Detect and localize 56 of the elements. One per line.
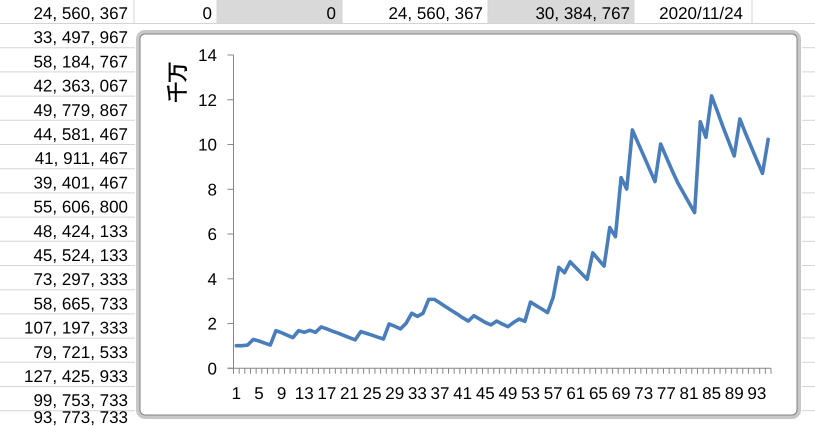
x-tick-label: 25 <box>362 384 382 403</box>
x-tick-label: 69 <box>612 384 631 403</box>
x-tick-label: 29 <box>385 384 404 403</box>
y-tick-label: 12 <box>198 90 217 110</box>
text: 2020/11/24 <box>659 4 743 23</box>
y-tick-label: 14 <box>198 46 217 65</box>
text: 24, 560, 367 <box>33 4 128 23</box>
text: 127, 425, 933 <box>24 367 128 386</box>
x-tick-label: 41 <box>453 384 472 403</box>
x-tick-label: 1 <box>232 384 242 403</box>
x-tick-label: 49 <box>498 384 518 403</box>
x-tick-label: 77 <box>656 384 676 403</box>
x-tick-label: 9 <box>276 384 286 403</box>
x-tick-label: 21 <box>340 384 359 403</box>
text: 48, 424, 133 <box>33 222 128 241</box>
x-tick-label: 37 <box>430 384 450 403</box>
text: 55, 606, 800 <box>33 198 128 217</box>
text: 107, 197, 333 <box>24 318 128 338</box>
x-tick-label: 45 <box>476 384 495 403</box>
text: 93, 773, 733 <box>33 408 128 426</box>
x-tick-label: 81 <box>680 384 698 403</box>
x-tick-label: 17 <box>317 384 336 403</box>
x-tick-label: 53 <box>521 384 540 403</box>
x-tick-label: 61 <box>566 384 586 403</box>
text: 79, 721, 533 <box>33 342 128 362</box>
text: 44, 581, 467 <box>33 125 128 144</box>
y-tick-label: 4 <box>208 270 217 289</box>
y-axis-title: 千万 <box>165 62 189 103</box>
y-tick-label: 10 <box>198 136 217 155</box>
x-tick-label: 13 <box>294 384 314 403</box>
y-tick-label: 2 <box>208 314 217 334</box>
x-tick-label: 73 <box>634 384 654 403</box>
text: 39, 401, 467 <box>33 173 128 192</box>
x-tick-label: 65 <box>588 384 608 403</box>
line-series <box>234 94 770 348</box>
text: 99, 753, 733 <box>33 391 128 410</box>
x-tick-label: 5 <box>254 384 264 403</box>
text: 41, 911, 467 <box>34 149 128 168</box>
y-tick-label: 8 <box>208 180 217 200</box>
text: 0 <box>326 4 336 23</box>
text: 58, 665, 733 <box>33 294 128 314</box>
x-tick-label: 85 <box>702 384 722 403</box>
text: 49, 779, 867 <box>33 100 128 120</box>
x-tick-label: 93 <box>747 384 766 403</box>
x-tick-label: 33 <box>408 384 427 403</box>
text: 73, 297, 333 <box>33 270 128 290</box>
text: 58, 184, 767 <box>33 52 128 72</box>
text: 30, 384, 767 <box>535 4 630 23</box>
x-tick-label: 89 <box>724 384 744 403</box>
y-tick-label: 0 <box>208 359 217 378</box>
text: 33, 497, 967 <box>33 28 128 48</box>
text: 45, 524, 133 <box>33 246 128 265</box>
text: 42, 363, 067 <box>33 76 128 96</box>
y-tick-label: 6 <box>208 225 217 244</box>
text: 24, 560, 367 <box>388 4 483 23</box>
x-tick-label: 57 <box>544 384 563 403</box>
